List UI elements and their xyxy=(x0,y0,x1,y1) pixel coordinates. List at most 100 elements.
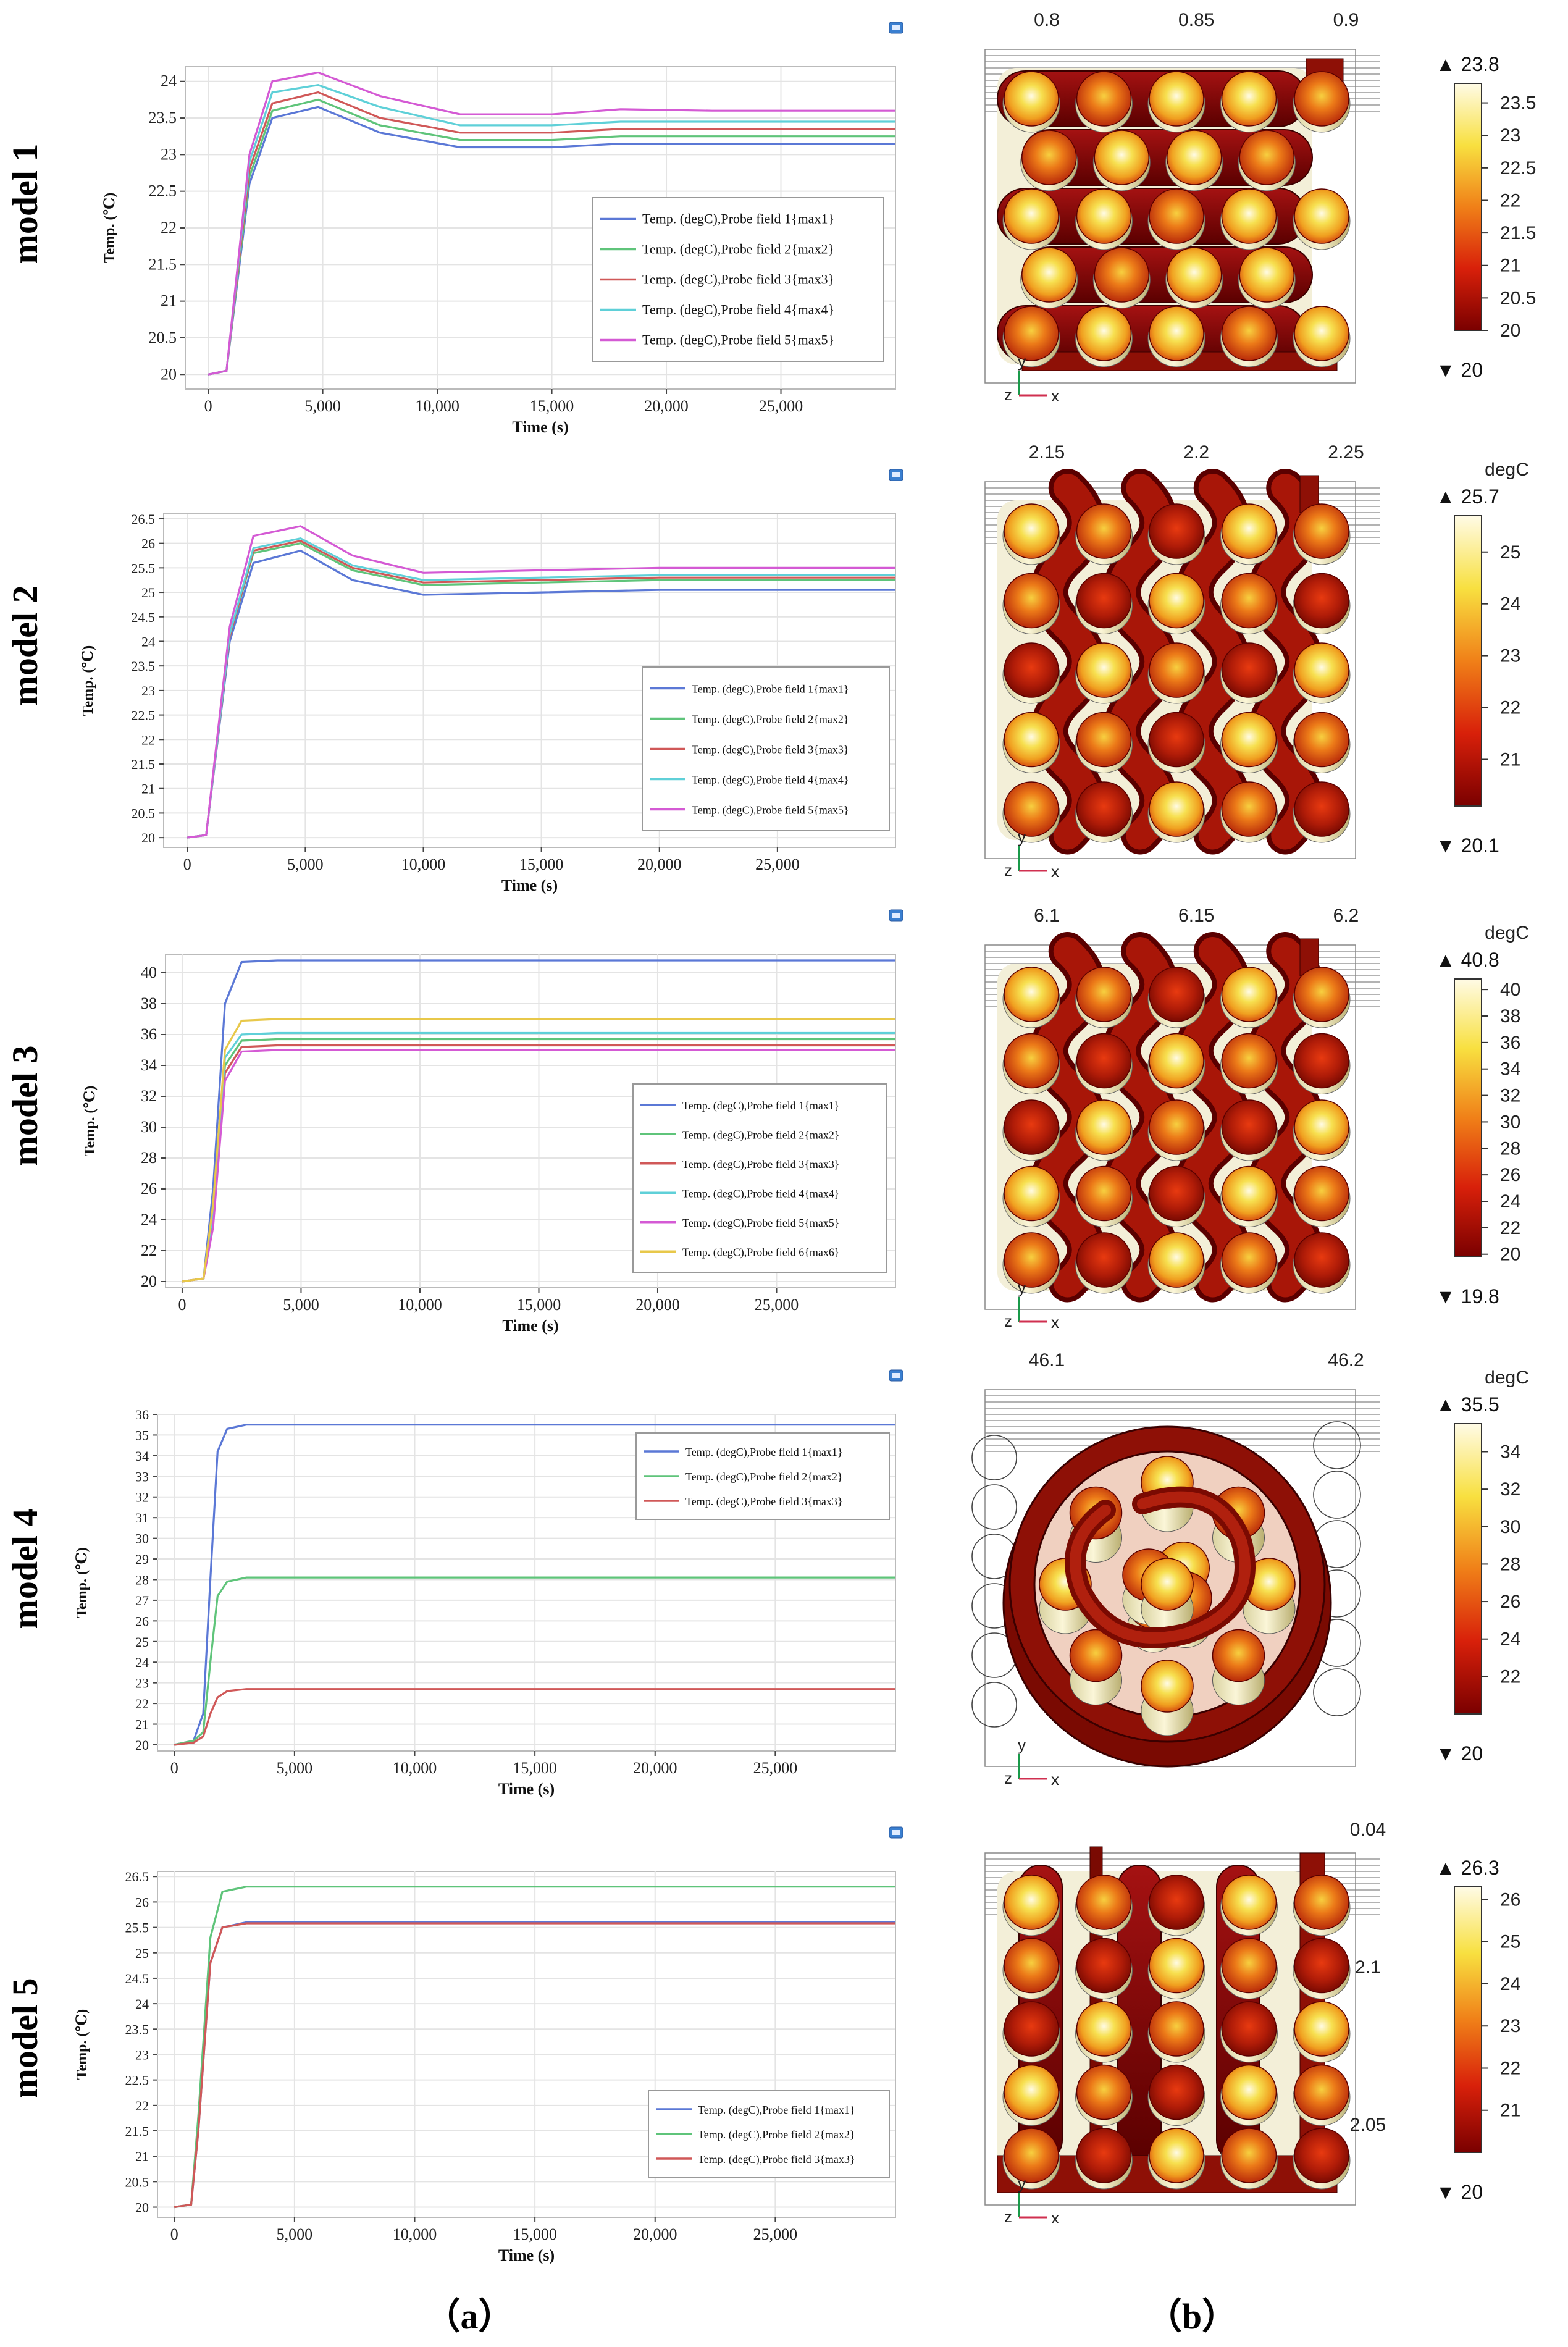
legend-label: Temp. (degC),Probe field 3{max3} xyxy=(698,2153,855,2166)
cylinder-top xyxy=(1004,1938,1059,1994)
cylinder-top xyxy=(1294,781,1349,837)
cylinder-top xyxy=(1294,2064,1349,2120)
cylinder-top xyxy=(1294,306,1349,361)
colorbar-tick-label: 23.5 xyxy=(1500,93,1536,114)
axis-tick-label: 0.9 xyxy=(1333,10,1359,30)
colorbar-tick-label: 26 xyxy=(1500,1592,1520,1612)
axis-tick-label: 0.04 xyxy=(1350,1820,1386,1840)
y-tick-label: 23 xyxy=(141,683,155,699)
cylinder-top xyxy=(1076,503,1132,559)
cylinder-top xyxy=(1294,1099,1349,1155)
axis-tick-label: 2.15 xyxy=(1029,442,1065,463)
x-tick-label: 0 xyxy=(183,855,191,873)
x-tick-label: 10,000 xyxy=(393,1759,437,1777)
cylinder-top xyxy=(1004,1165,1059,1222)
colorbar-tick-label: 24 xyxy=(1500,1974,1520,1994)
cylinder-top xyxy=(1294,2001,1349,2057)
colorbar-tick-label: 20 xyxy=(1500,1245,1520,1265)
y-tick-label: 24 xyxy=(141,1211,157,1228)
cylinder-top xyxy=(1004,503,1059,559)
colorbar-tick-label: 28 xyxy=(1500,1554,1520,1574)
line-chart-2: 0 5,000 10,000 15,000 20,000 25,000 20 20.5 21 21… xyxy=(5,469,903,894)
x-tick-label: 15,000 xyxy=(513,2225,557,2243)
series-line-3 xyxy=(174,1922,895,2209)
cylinder-top xyxy=(1221,642,1277,698)
triad-y-label: y xyxy=(1018,1736,1026,1754)
legend-label: Temp. (degC),Probe field 5{max5} xyxy=(682,1217,839,1230)
colorbar-tick-label: 30 xyxy=(1500,1517,1520,1537)
cylinder-top xyxy=(1221,188,1277,244)
colorbar xyxy=(1454,978,1482,1257)
cylinder-top xyxy=(1149,1875,1204,1930)
y-tick-label: 30 xyxy=(135,1531,149,1547)
cylinder-top xyxy=(1094,247,1149,303)
colorbar-unit: degC xyxy=(1485,460,1529,480)
colorbar-tick-label: 30 xyxy=(1500,1112,1520,1132)
y-tick-label: 22 xyxy=(141,1241,157,1259)
cylinder-top xyxy=(1149,1165,1204,1222)
colorbar-unit: degC xyxy=(1485,1367,1529,1388)
x-axis-label: Time (s) xyxy=(498,1780,555,1798)
cylinder-top xyxy=(1076,712,1132,768)
colorbar-min: ▼ 20 xyxy=(1436,359,1483,381)
empty-cylinder xyxy=(1313,1471,1361,1519)
cylinder-top xyxy=(1221,1099,1277,1155)
legend-label: Temp. (degC),Probe field 4{max4} xyxy=(692,774,849,787)
colorbar-tick-label: 32 xyxy=(1500,1086,1520,1106)
y-tick-label: 24 xyxy=(135,1996,149,2012)
colorbar-tick-label: 20 xyxy=(1500,321,1520,341)
cylinder-top xyxy=(1221,573,1277,629)
colorbar-tick-label: 23 xyxy=(1500,2016,1520,2036)
y-tick-label: 22.5 xyxy=(149,182,177,200)
cylinder-top xyxy=(1076,188,1132,244)
colorbar-max: ▲ 25.7 xyxy=(1436,485,1499,508)
render-panel-2: 2.15 2.2 2.25 yz x degC ▲ 25.7 25 24 23 22 21 ▼ 20.1 xyxy=(984,442,1529,881)
y-tick-label: 26.5 xyxy=(125,1869,149,1884)
series-line-5 xyxy=(187,525,895,839)
y-axis-label: Temp. (℃) xyxy=(82,1086,98,1157)
legend-label: Temp. (degC),Probe field 2{max2} xyxy=(682,1128,839,1141)
cylinder-top xyxy=(1076,71,1132,127)
cylinder-top xyxy=(1021,130,1077,185)
wireframe-box xyxy=(984,481,1356,859)
cylinder-top xyxy=(1294,503,1349,559)
empty-cylinder xyxy=(971,1682,1017,1728)
plot-icon-inner xyxy=(892,25,900,30)
cylinder-top xyxy=(1076,1875,1132,1930)
cylinder-top xyxy=(1076,1232,1132,1288)
legend-box xyxy=(592,197,884,362)
colorbar-max: ▲ 40.8 xyxy=(1436,949,1499,971)
y-tick-label: 21 xyxy=(135,2149,149,2164)
cylinder-top xyxy=(1069,1629,1123,1682)
colorbar-tick-label: 22 xyxy=(1500,1666,1520,1687)
y-tick-label: 23 xyxy=(135,2047,149,2062)
x-tick-label: 0 xyxy=(170,2225,178,2243)
render-panel-1: 0.8 0.85 0.9 yz x ▲ 23.823.5 23 22.5 22 21.5 21 20.… xyxy=(984,10,1536,405)
colorbar-tick-label: 22 xyxy=(1500,1218,1520,1238)
cylinder-top xyxy=(1221,1033,1277,1089)
colorbar-tick-label: 24 xyxy=(1500,1191,1520,1212)
y-tick-label: 21.5 xyxy=(149,255,177,273)
cylinder-top xyxy=(1076,781,1132,837)
colorbar-tick-label: 38 xyxy=(1500,1006,1520,1027)
y-tick-label: 23 xyxy=(135,1676,149,1691)
cylinder-top xyxy=(1149,503,1204,559)
cylinder-top xyxy=(1021,247,1077,303)
x-tick-label: 20,000 xyxy=(635,1296,680,1314)
cylinder-top xyxy=(1221,712,1277,768)
y-tick-label: 21 xyxy=(135,1717,149,1732)
cylinder-top xyxy=(1149,2001,1204,2057)
cylinder-top xyxy=(1294,573,1349,629)
x-axis-label: Time (s) xyxy=(501,876,558,894)
colorbar-unit: degC xyxy=(1485,923,1529,943)
colorbar-tick-label: 36 xyxy=(1500,1033,1520,1053)
y-tick-label: 25 xyxy=(135,1946,149,1961)
colorbar xyxy=(1454,515,1482,807)
cylinder-top xyxy=(1076,642,1132,698)
legend-label: Temp. (degC),Probe field 2{max2} xyxy=(642,241,834,257)
line-chart-5: 0 5,000 10,000 15,000 20,000 25,000 20 20.5 21 21… xyxy=(5,1826,903,2264)
colorbar-max: ▲ 23.8 xyxy=(1436,53,1499,75)
y-tick-label: 23.5 xyxy=(132,658,156,674)
colorbar-tick-label: 20.5 xyxy=(1500,288,1536,308)
y-tick-label: 21 xyxy=(141,781,155,797)
